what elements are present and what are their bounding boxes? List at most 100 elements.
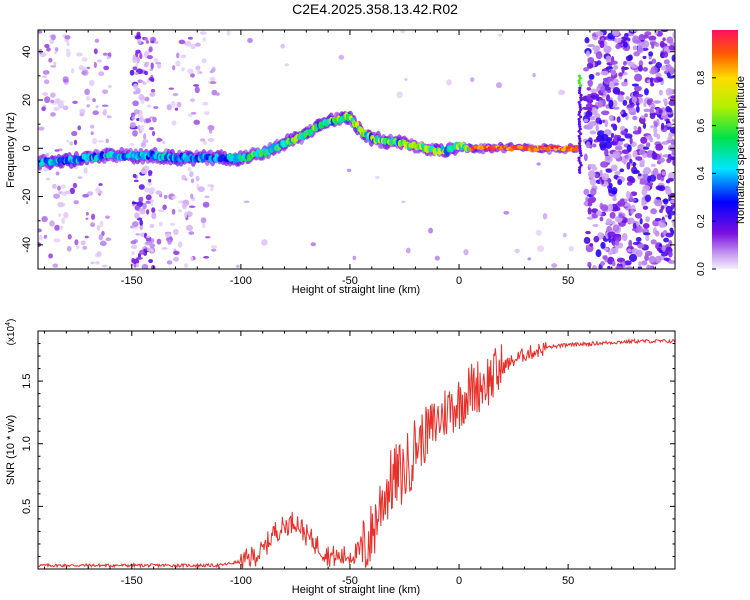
heatmap-cell xyxy=(69,141,73,146)
heatmap-cell xyxy=(66,42,70,47)
heatmap-cell xyxy=(668,144,675,149)
heatmap-cell xyxy=(592,143,597,148)
heatmap-cell xyxy=(617,179,623,186)
heatmap-cell xyxy=(132,100,139,107)
heatmap-cell xyxy=(130,112,136,117)
heatmap-cell xyxy=(209,81,217,85)
heatmap-cell xyxy=(199,31,207,35)
heatmap-cell xyxy=(152,116,157,123)
y-tick-label: -40 xyxy=(21,237,33,253)
heatmap-cell xyxy=(200,217,207,224)
colorbar-ticks: 0.0 0.2 0.4 0.6 0.8 xyxy=(696,70,716,276)
heatmap-cell xyxy=(151,130,156,137)
heatmap-cell xyxy=(102,52,108,56)
heatmap-cell xyxy=(196,68,201,75)
heatmap-cell xyxy=(615,43,621,50)
heatmap-cell xyxy=(591,166,598,171)
colorbar-label: Normalized spectral amplitude xyxy=(735,76,747,224)
heatmap-cell xyxy=(601,133,609,142)
heatmap-cell xyxy=(44,43,50,49)
heatmap-cell xyxy=(578,127,582,131)
heatmap-cell xyxy=(396,91,403,99)
heatmap-cell xyxy=(53,61,57,66)
heatmap-cell xyxy=(632,130,641,135)
heatmap-cell xyxy=(551,263,558,268)
heatmap-cell xyxy=(672,31,675,39)
heatmap-cell xyxy=(655,76,661,81)
heatmap-cell xyxy=(585,50,591,57)
heatmap-cell xyxy=(150,40,156,44)
heatmap-cell xyxy=(585,110,593,118)
heatmap-cell xyxy=(135,233,141,236)
heatmap-cell xyxy=(146,55,153,60)
heatmap-cell xyxy=(193,119,201,125)
heatmap-cell xyxy=(181,67,185,72)
heatmap-cell xyxy=(610,123,617,128)
heatmap-cell xyxy=(49,220,55,227)
heatmap-cell xyxy=(665,105,671,113)
heatmap-cell xyxy=(670,126,675,134)
heatmap-cell xyxy=(644,113,648,118)
heatmap-cell xyxy=(66,245,72,252)
heatmap-cell xyxy=(578,105,582,109)
heatmap-cell xyxy=(602,77,609,82)
heatmap-cell xyxy=(649,113,656,120)
heatmap-cell xyxy=(210,186,214,192)
heatmap-cell xyxy=(98,234,104,241)
heatmap-cell xyxy=(610,132,615,139)
heatmap-cell xyxy=(92,98,96,103)
heatmap-cell xyxy=(346,168,352,173)
heatmap-cell xyxy=(583,153,588,162)
heatmap-cell xyxy=(193,84,200,87)
heatmap-cell xyxy=(190,256,194,262)
heatmap-cell xyxy=(38,126,45,131)
heatmap-cell xyxy=(579,98,583,102)
heatmap-cell xyxy=(654,121,658,128)
heatmap-cell xyxy=(136,257,143,260)
heatmap-cell xyxy=(635,249,643,258)
heatmap-cell xyxy=(613,106,620,110)
heatmap-cell xyxy=(84,235,89,239)
heatmap-cell xyxy=(142,139,149,144)
heatmap-cell xyxy=(106,56,111,60)
heatmap-cell xyxy=(611,261,616,267)
heatmap-cell xyxy=(620,198,625,202)
heatmap-cell xyxy=(562,232,567,238)
heatmap-cell xyxy=(81,69,89,76)
heatmap-cell xyxy=(632,161,636,168)
heatmap-cell xyxy=(86,104,91,108)
snr-frame xyxy=(37,330,676,570)
heatmap-cell xyxy=(622,41,628,48)
heatmap-cell xyxy=(660,252,669,257)
heatmap-cell xyxy=(589,130,597,135)
heatmap-cell xyxy=(634,73,643,82)
heatmap-cell xyxy=(53,193,61,199)
heatmap-cell xyxy=(73,139,78,146)
heatmap-cell xyxy=(188,113,193,118)
heatmap-cell xyxy=(604,247,609,251)
heatmap-cell xyxy=(655,143,664,151)
heatmap-cell xyxy=(642,205,649,210)
heatmap-cell xyxy=(629,112,637,116)
heatmap-cell xyxy=(509,148,514,152)
heatmap-cell xyxy=(587,122,595,127)
heatmap-cell xyxy=(638,261,642,268)
heatmap-cell xyxy=(147,182,153,186)
heatmap-cell xyxy=(661,171,666,176)
heatmap-cell xyxy=(612,30,620,37)
heatmap-cell xyxy=(618,213,623,219)
heatmap-cell xyxy=(669,227,674,232)
snr-y-ticks: 0.5 1.0 1.5 xyxy=(21,343,675,557)
heatmap-cell xyxy=(620,130,627,136)
heatmap-cell xyxy=(400,30,406,34)
heatmap-cell xyxy=(166,260,173,265)
heatmap-cell xyxy=(132,66,138,71)
heatmap-cell xyxy=(623,60,627,66)
heatmap-cell xyxy=(145,40,150,44)
heatmap-cell xyxy=(669,66,675,75)
heatmap-cell xyxy=(65,48,70,52)
heatmap-cell xyxy=(652,219,660,227)
heatmap-cell xyxy=(171,195,177,199)
heatmap-cell xyxy=(583,236,591,244)
heatmap-cell xyxy=(50,65,57,68)
